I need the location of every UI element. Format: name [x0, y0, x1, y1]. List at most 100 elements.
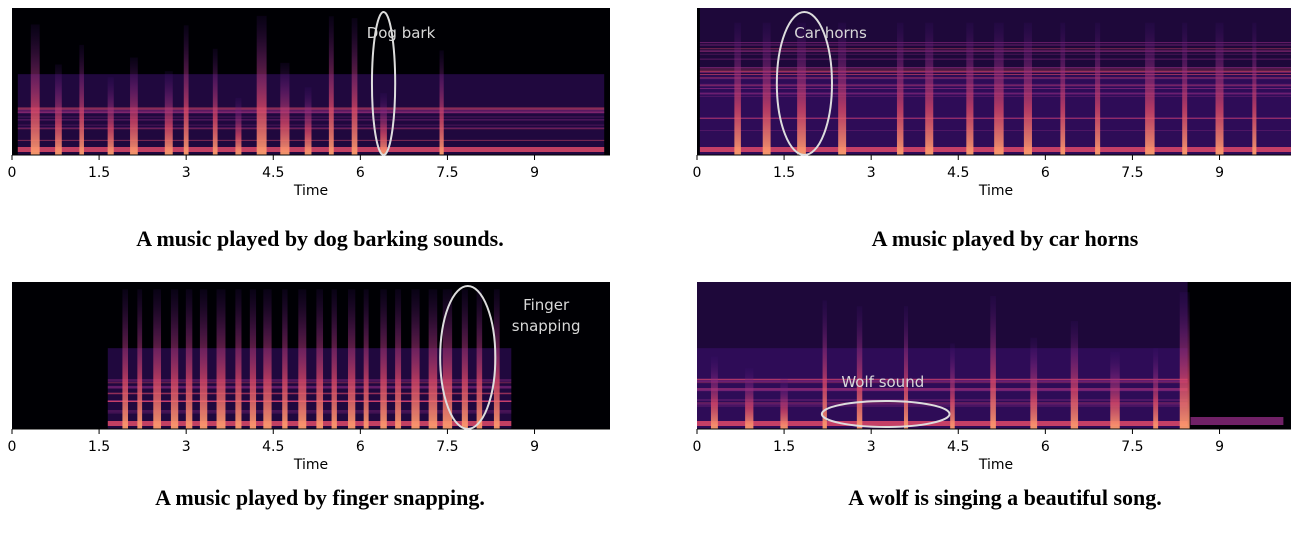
low-frequency-band	[697, 421, 1188, 426]
onset-column	[263, 289, 272, 429]
onset-column	[1252, 22, 1257, 155]
onset-column	[212, 48, 218, 155]
onset-column	[493, 289, 500, 429]
x-tick-label: 3	[182, 439, 191, 455]
x-tick-label: 3	[867, 439, 876, 455]
onset-column	[950, 343, 955, 429]
x-tick-label: 6	[356, 165, 365, 181]
onset-column	[122, 289, 129, 429]
annotation-label: Finger snapping	[512, 296, 581, 335]
onset-column	[439, 50, 444, 155]
onset-column	[476, 289, 483, 429]
onset-column	[235, 289, 242, 429]
spectrogram-chart-2: 0 1.5 3 4.5 6 7.5 9 Time Car horns	[693, 8, 1291, 199]
spectrogram-panel-3: 0 1.5 3 4.5 6 7.5 9 Time Finger snapping A music …	[0, 275, 640, 533]
x-tick-label: 1.5	[773, 165, 795, 181]
x-tick-label: 7.5	[1121, 439, 1143, 455]
onset-column	[745, 368, 754, 429]
x-tick-label: 7.5	[1121, 165, 1143, 181]
onset-column	[838, 22, 847, 155]
caption-4: A wolf is singing a beautiful song.	[848, 485, 1162, 510]
onset-column	[1145, 22, 1155, 155]
onset-column	[710, 356, 718, 429]
x-tick-label: 6	[1041, 439, 1050, 455]
onset-column	[896, 22, 904, 155]
x-tick-label: 4.5	[947, 165, 969, 181]
onset-column	[153, 289, 162, 429]
x-axis-label: Time	[293, 183, 328, 199]
onset-column	[734, 22, 741, 155]
onset-column	[797, 22, 806, 155]
onset-column	[780, 377, 788, 429]
onset-column	[822, 300, 827, 429]
onset-column	[1153, 347, 1159, 429]
onset-column	[1179, 292, 1190, 429]
onset-column	[363, 289, 369, 429]
onset-column	[1023, 22, 1032, 155]
spectrogram-panel-1: 0 1.5 3 4.5 6 7.5 9 Time Dog bark A music played…	[0, 0, 640, 258]
x-tick-label: 4.5	[262, 439, 284, 455]
spectrogram-area	[697, 282, 1291, 429]
onset-column	[925, 22, 934, 155]
spectrogram-area	[697, 8, 1291, 155]
onset-column	[298, 289, 307, 429]
x-tick-label: 0	[8, 165, 17, 181]
onset-column	[1030, 337, 1038, 429]
x-tick-label: 9	[530, 439, 539, 455]
onset-column	[30, 24, 40, 155]
onset-column	[107, 77, 114, 155]
onset-column	[249, 289, 257, 429]
x-tick-label: 0	[8, 439, 17, 455]
onset-column	[130, 57, 138, 155]
onset-column	[351, 18, 358, 155]
x-tick-label: 7.5	[436, 439, 458, 455]
onset-column	[256, 15, 267, 155]
spectrogram-chart-4: 0 1.5 3 4.5 6 7.5 9 Time Wolf sound	[693, 282, 1291, 473]
caption-2: A music played by car horns	[871, 226, 1139, 251]
annotation-label: Car horns	[794, 24, 867, 42]
annotation-label: Dog bark	[367, 24, 436, 42]
onset-column	[137, 289, 143, 429]
x-tick-label: 1.5	[88, 165, 110, 181]
onset-column	[990, 296, 996, 429]
onset-column	[994, 22, 1004, 155]
onset-column	[280, 62, 290, 155]
spectrogram-panel-2: 0 1.5 3 4.5 6 7.5 9 Time Car horns A music playe…	[685, 0, 1291, 258]
onset-column	[1060, 22, 1066, 155]
onset-column	[903, 306, 909, 429]
annotation-ellipse	[439, 285, 497, 430]
onset-column	[762, 22, 771, 155]
onset-column	[79, 44, 84, 155]
onset-column	[328, 16, 334, 155]
onset-column	[164, 71, 173, 155]
spectrogram-panel-4: 0 1.5 3 4.5 6 7.5 9 Time Wolf sound A wolf is si…	[685, 275, 1291, 533]
onset-column	[411, 289, 420, 429]
onset-column	[1215, 22, 1224, 155]
onset-column	[331, 289, 337, 429]
onset-column	[395, 289, 402, 429]
onset-column	[428, 289, 438, 429]
x-tick-label: 6	[356, 439, 365, 455]
x-axis-label: Time	[978, 457, 1013, 473]
x-tick-label: 0	[693, 439, 702, 455]
onset-column	[347, 289, 356, 429]
onset-column	[1095, 22, 1101, 155]
x-tick-label: 9	[1215, 165, 1224, 181]
onset-column	[966, 22, 974, 155]
onset-column	[185, 289, 193, 429]
spectrogram-area	[12, 8, 610, 155]
onset-column	[461, 289, 468, 429]
onset-column	[1110, 351, 1120, 429]
onset-column	[55, 64, 62, 155]
onset-column	[183, 25, 189, 155]
onset-column	[1070, 321, 1079, 429]
annotation-ellipse	[775, 11, 833, 156]
onset-column	[442, 289, 453, 429]
x-tick-label: 4.5	[262, 165, 284, 181]
onset-column	[1182, 22, 1188, 155]
tail-energy	[1190, 417, 1284, 425]
onset-column	[856, 306, 863, 429]
onset-column	[304, 87, 312, 155]
x-tick-label: 4.5	[947, 439, 969, 455]
low-frequency-band	[107, 421, 512, 426]
